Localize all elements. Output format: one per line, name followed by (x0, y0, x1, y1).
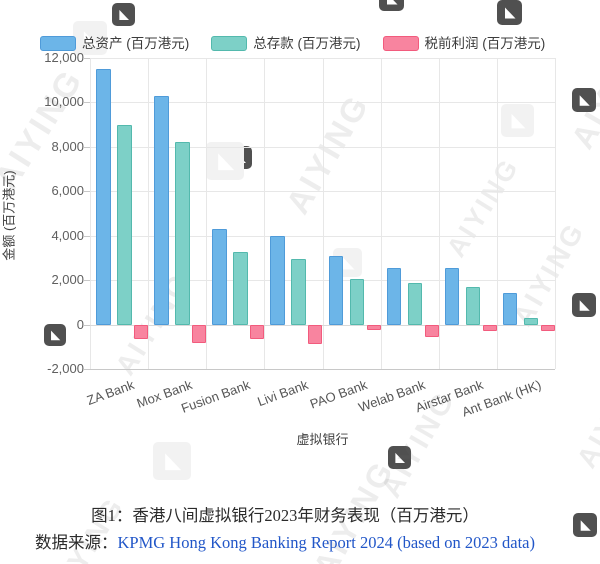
legend-swatch-pretax-profit (382, 36, 419, 51)
vertical-gridline (496, 58, 498, 369)
bar--mox-bank[interactable] (175, 142, 190, 325)
y-tick-mark (84, 102, 90, 104)
bar--fusion-bank[interactable] (233, 252, 248, 325)
vertical-gridline (264, 58, 266, 369)
source-link[interactable]: KPMG Hong Kong Banking Report 2024 (base… (117, 533, 536, 552)
y-tick-mark (84, 58, 90, 59)
legend-label-total-assets: 总资产 (百万港元) (82, 36, 190, 51)
vertical-gridline (380, 58, 382, 369)
y-tick-label: 0 (76, 316, 84, 332)
horizontal-gridline (90, 58, 555, 59)
horizontal-gridline (90, 102, 555, 104)
legend-item-total-assets[interactable]: 总资产 (百万港元) (40, 36, 189, 51)
y-tick-label: 10,000 (44, 94, 84, 110)
x-axis-title: 虚拟银行 (296, 432, 349, 447)
bar--za-bank[interactable] (117, 124, 132, 325)
bar--fusion-bank[interactable] (250, 324, 265, 340)
y-tick-label: 6,000 (51, 183, 84, 199)
vertical-gridline (206, 58, 208, 369)
y-tick-label: 12,000 (44, 50, 84, 65)
y-tick-mark (84, 280, 90, 282)
figure-caption: 图1：香港八间虚拟银行2023年财务表现（百万港元） (91, 506, 479, 525)
bar--ant-bank-hk[interactable] (523, 318, 539, 325)
y-tick-mark (84, 369, 90, 370)
bar--za-bank[interactable] (134, 324, 148, 339)
bar--airstar-bank[interactable] (465, 287, 481, 325)
y-tick-mark (84, 191, 90, 193)
bar--fusion-bank[interactable] (212, 229, 227, 325)
bar--za-bank[interactable] (96, 69, 111, 325)
y-tick-label: 4,000 (51, 227, 84, 243)
horizontal-gridline (90, 280, 555, 282)
vertical-gridline (90, 58, 91, 369)
horizontal-gridline (90, 146, 555, 148)
chart-legend: 总资产 (百万港元) 总存款 (百万港元) 税前利润 (百万港元) (40, 36, 567, 51)
bar--airstar-bank[interactable] (444, 268, 460, 325)
bar--ant-bank-hk[interactable] (540, 324, 555, 331)
y-tick-mark (84, 235, 90, 237)
y-axis-title: 金额 (百万港元) (1, 170, 17, 261)
bar--welab-bank[interactable] (407, 283, 423, 325)
legend-label-pretax-profit: 税前利润 (百万港元) (424, 36, 546, 51)
bar--livi-bank[interactable] (291, 259, 306, 325)
legend-swatch-total-assets (40, 36, 76, 51)
bar--mox-bank[interactable] (154, 95, 169, 325)
horizontal-gridline (90, 324, 555, 326)
y-tick-label: 2,000 (51, 272, 84, 288)
bar--livi-bank[interactable] (270, 235, 285, 325)
horizontal-gridline (90, 191, 555, 193)
bar--welab-bank[interactable] (386, 267, 402, 325)
y-tick-label: -2,000 (47, 361, 84, 376)
bar--pao-bank[interactable] (349, 279, 364, 325)
data-source-line: 数据来源：KPMG Hong Kong Banking Report 2024 … (0, 529, 570, 553)
bar--ant-bank-hk[interactable] (502, 293, 518, 325)
bar--livi-bank[interactable] (308, 324, 323, 344)
bar--pao-bank[interactable] (328, 255, 343, 325)
legend-swatch-total-deposits (211, 36, 248, 51)
horizontal-gridline (90, 235, 555, 237)
y-tick-label: 8,000 (51, 138, 84, 154)
vertical-gridline (438, 58, 440, 369)
vertical-gridline (148, 58, 150, 369)
y-tick-mark (84, 324, 90, 326)
vertical-gridline (555, 58, 556, 369)
bar--welab-bank[interactable] (424, 324, 439, 337)
bar--pao-bank[interactable] (366, 324, 381, 331)
bar--mox-bank[interactable] (192, 324, 207, 343)
data-source-prefix: 数据来源： (35, 533, 118, 552)
bar--airstar-bank[interactable] (482, 324, 497, 331)
legend-label-total-deposits: 总存款 (百万港元) (253, 36, 361, 51)
legend-item-pretax-profit[interactable]: 税前利润 (百万港元) (382, 36, 546, 51)
horizontal-gridline (90, 369, 555, 370)
vertical-gridline (322, 58, 324, 369)
y-tick-mark (84, 146, 90, 148)
legend-item-total-deposits[interactable]: 总存款 (百万港元) (211, 36, 361, 51)
